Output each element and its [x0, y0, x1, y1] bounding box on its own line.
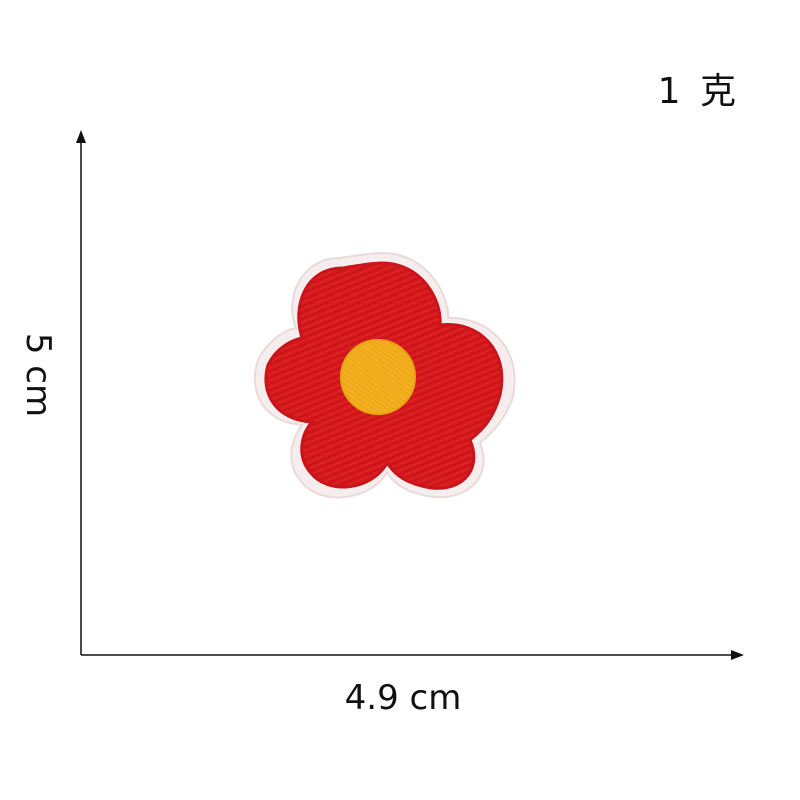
weight-label: 1 克: [657, 71, 740, 112]
vertical-axis-arrowhead: [76, 130, 86, 143]
width-label: 4.9 cm: [344, 678, 462, 718]
horizontal-axis-arrowhead: [731, 650, 744, 660]
flower-patch-image: [253, 251, 516, 499]
flower-center: [340, 339, 416, 415]
height-label: 5 cm: [18, 332, 58, 418]
